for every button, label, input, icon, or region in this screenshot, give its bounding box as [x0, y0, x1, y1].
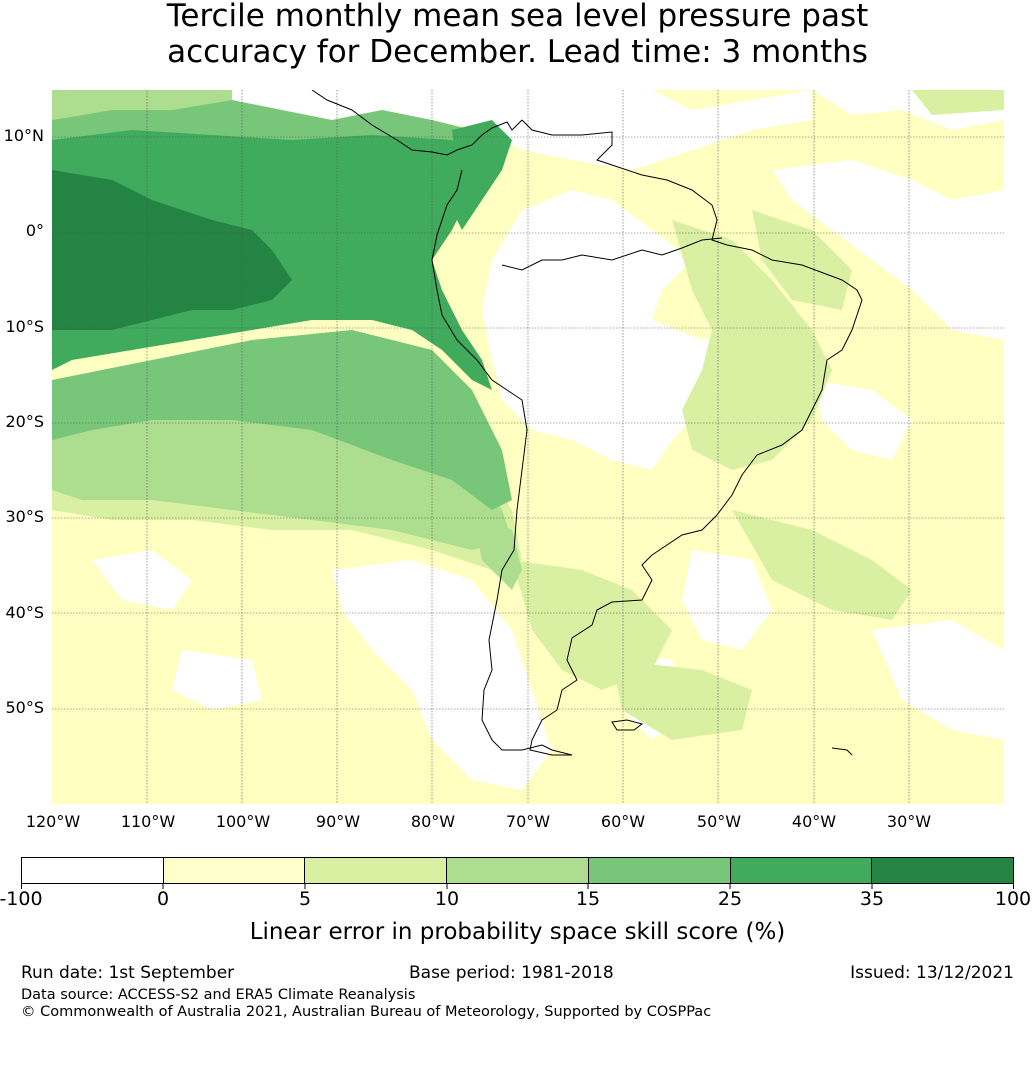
- map-svg: [52, 90, 1004, 804]
- region-white-s-ocean: [92, 550, 192, 610]
- region-white-east: [772, 160, 1004, 340]
- colorbar-seg-0-5: [163, 858, 306, 883]
- colorbar-label: Linear error in probability space skill …: [249, 919, 786, 945]
- colorbar-tick-15: 15: [575, 888, 601, 910]
- region-15-25-pacific: [52, 330, 512, 510]
- region-white-brazil-se: [812, 380, 912, 460]
- lat-label-10s: 10°S: [5, 317, 44, 336]
- run-date: Run date: 1st September: [21, 963, 235, 983]
- colorbar-tick-marks: [21, 884, 1014, 889]
- colorbar-tick-100: 100: [994, 888, 1032, 910]
- coastlines: [311, 90, 863, 756]
- colorbar-tick-35: 35: [859, 888, 885, 910]
- gridlines: [52, 90, 1004, 804]
- colorbar-seg-neg: [22, 858, 164, 883]
- issued-date: Issued: 13/12/2021: [850, 963, 1014, 983]
- region-white-north: [232, 90, 812, 170]
- region-5-10-s-atlantic: [612, 660, 752, 740]
- region-5-10-atlantic-e: [732, 510, 912, 620]
- lon-label-110w: 110°W: [120, 812, 176, 831]
- skill-15-25-regions: [52, 100, 512, 510]
- lon-label-50w: 50°W: [696, 812, 742, 831]
- region-white-sw-ocean: [332, 560, 552, 790]
- coastline-south-america: [431, 119, 863, 756]
- lat-label-40s: 40°S: [5, 603, 44, 622]
- chart-title: Tercile monthly mean sea level pressure …: [0, 0, 1035, 70]
- skill-35-100-regions: [52, 170, 292, 330]
- lon-label-90w: 90°W: [315, 812, 361, 831]
- lat-label-20s: 20°S: [5, 412, 44, 431]
- colorbar-tick-25: 25: [717, 888, 743, 910]
- region-white-s-atlantic: [682, 550, 772, 650]
- colorbar-tick-0: 0: [156, 888, 170, 910]
- colorbar-tick-5: 5: [298, 888, 312, 910]
- lon-label-100w: 100°W: [215, 812, 271, 831]
- colorbar-tick--100: -100: [0, 888, 43, 910]
- region-5-10-ne-corner: [912, 90, 1004, 115]
- region-5-10-brazil: [672, 220, 832, 470]
- coastline-central-america: [311, 90, 523, 156]
- colorbar-seg-10-15: [447, 858, 589, 883]
- colorbar-tick-10: 10: [434, 888, 460, 910]
- lon-label-120w: 120°W: [25, 812, 81, 831]
- skill-map: [52, 90, 1004, 804]
- coastline-south-georgia: [831, 747, 853, 756]
- lon-label-40w: 40°W: [791, 812, 837, 831]
- lon-label-30w: 30°W: [886, 812, 932, 831]
- region-15-25-north: [52, 100, 492, 160]
- data-source: Data source: ACCESS-S2 and ERA5 Climate …: [21, 987, 416, 1003]
- lon-label-60w: 60°W: [600, 812, 646, 831]
- region-white-far-sw: [172, 650, 262, 710]
- region-35-100-pacific: [52, 170, 292, 330]
- colorbar-seg-25-35: [730, 858, 873, 883]
- coastline-falklands: [611, 719, 644, 731]
- lat-label-50s: 50°S: [5, 698, 44, 717]
- colorbar: [21, 857, 1014, 884]
- lat-label-30s: 30°S: [5, 507, 44, 526]
- lon-label-80w: 80°W: [410, 812, 456, 831]
- colorbar-seg-35-100: [872, 858, 1014, 883]
- coastline-amazon-river: [501, 237, 723, 271]
- region-5-10-ne-brazil: [752, 210, 852, 310]
- colorbar-seg-15-25: [588, 858, 731, 883]
- base-period: Base period: 1981-2018: [409, 963, 614, 983]
- colorbar-seg-5-10: [305, 858, 448, 883]
- region-white-se-atlantic: [872, 620, 1004, 740]
- title-line-2: accuracy for December. Lead time: 3 mont…: [167, 34, 868, 70]
- region-25-35-carib: [452, 120, 512, 230]
- copyright: © Commonwealth of Australia 2021, Austra…: [21, 1004, 712, 1020]
- lat-label-10n: 10°N: [3, 126, 44, 145]
- lat-label-0: 0°: [25, 221, 44, 240]
- region-10-15-coast: [472, 510, 522, 590]
- lon-label-70w: 70°W: [505, 812, 551, 831]
- title-line-1: Tercile monthly mean sea level pressure …: [166, 0, 869, 34]
